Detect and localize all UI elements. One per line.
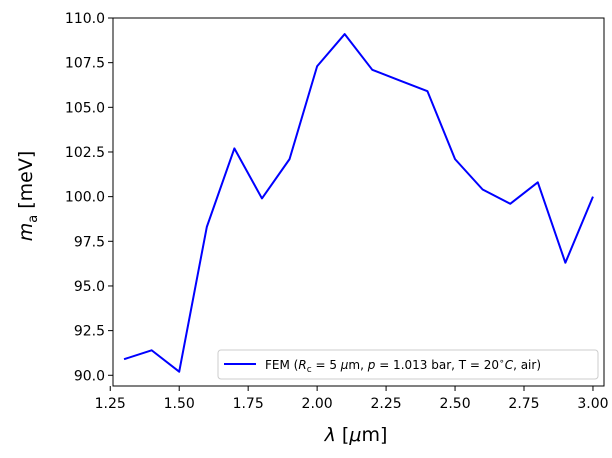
x-tick-label: 1.50 [164, 396, 195, 412]
data-point [537, 181, 539, 183]
x-tick-label: 2.75 [508, 396, 539, 412]
data-point [233, 147, 235, 149]
data-point [261, 197, 263, 199]
x-tick-label: 3.00 [577, 396, 608, 412]
data-point [564, 262, 566, 264]
y-tick-label: 90.0 [74, 368, 105, 384]
data-point [482, 188, 484, 190]
x-tick-label: 2.50 [439, 396, 470, 412]
data-point [426, 90, 428, 92]
data-point [206, 226, 208, 228]
legend-label: FEM (Rc = 5 μm, p = 1.013 bar, T = 20∘C,… [265, 357, 541, 375]
data-point [399, 80, 401, 82]
x-axis-label: λ [μm] [324, 424, 388, 446]
data-point [123, 358, 125, 360]
data-point [316, 65, 318, 67]
data-point [509, 203, 511, 205]
data-point [454, 158, 456, 160]
y-tick-label: 92.5 [74, 324, 105, 340]
y-tick-label: 102.5 [65, 145, 105, 161]
data-point [592, 196, 594, 198]
data-point [151, 349, 153, 351]
y-tick-label: 105.0 [65, 100, 105, 116]
y-tick-label: 95.0 [74, 279, 105, 295]
y-tick-label: 110.0 [65, 11, 105, 27]
data-point [178, 371, 180, 373]
legend: FEM (Rc = 5 μm, p = 1.013 bar, T = 20∘C,… [217, 349, 599, 380]
x-tick-label: 2.25 [370, 396, 401, 412]
data-point [371, 69, 373, 71]
x-tick-label: 1.75 [233, 396, 264, 412]
data-point [289, 158, 291, 160]
data-point [344, 33, 346, 35]
y-tick-label: 100.0 [65, 190, 105, 206]
x-tick-label: 2.00 [302, 396, 333, 412]
y-axis-label: ma [meV] [15, 151, 41, 242]
plot-frame [112, 17, 605, 387]
legend-box [217, 349, 599, 380]
x-tick-label: 1.25 [95, 396, 126, 412]
series-line-0 [123, 33, 594, 373]
y-tick-label: 107.5 [65, 56, 105, 72]
y-tick-label: 97.5 [74, 234, 105, 250]
